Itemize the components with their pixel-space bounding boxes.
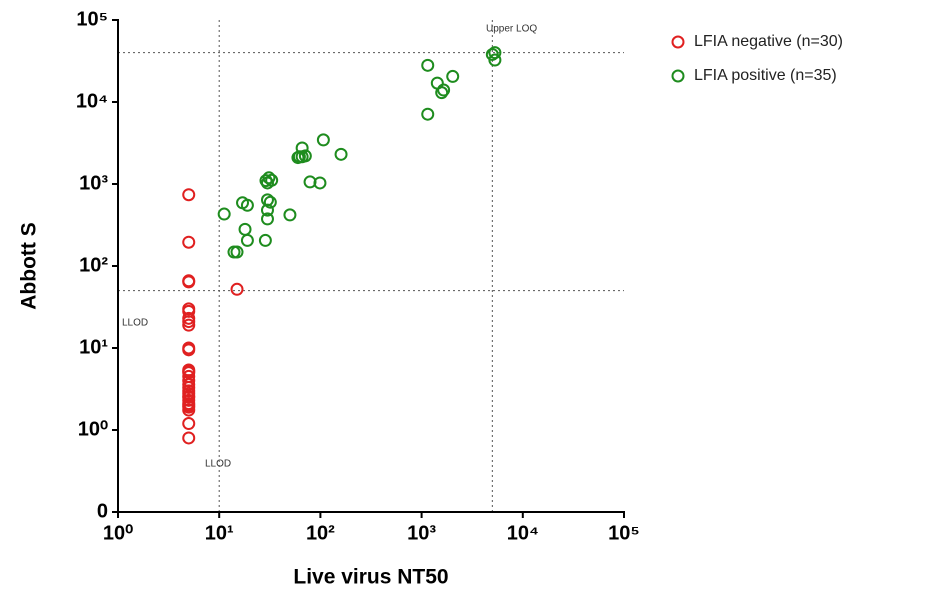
point bbox=[291, 151, 305, 165]
point bbox=[316, 133, 330, 147]
x-tick-label: 10⁴ bbox=[507, 522, 539, 544]
y-tick-label: 10⁰ bbox=[78, 418, 108, 440]
point bbox=[182, 343, 196, 357]
point bbox=[262, 171, 276, 185]
point bbox=[334, 147, 348, 161]
point bbox=[488, 46, 502, 60]
x-tick-label: 10⁰ bbox=[103, 522, 133, 544]
x-tick-label: 10⁵ bbox=[608, 522, 640, 544]
point bbox=[421, 58, 435, 72]
point bbox=[240, 198, 254, 212]
y-tick-label: 10² bbox=[79, 254, 108, 276]
point bbox=[182, 315, 196, 329]
point bbox=[313, 176, 327, 190]
point bbox=[238, 222, 252, 236]
x-axis-title: Live virus NT50 bbox=[293, 566, 448, 589]
x-tick-label: 10² bbox=[306, 522, 335, 544]
point bbox=[260, 212, 274, 226]
legend-marker bbox=[671, 69, 685, 83]
y-axis-title: Abbott S bbox=[18, 222, 41, 309]
point bbox=[182, 235, 196, 249]
y-tick-label: 0 bbox=[97, 500, 108, 522]
point bbox=[182, 318, 196, 332]
x-tick-label: 10¹ bbox=[205, 522, 234, 544]
point bbox=[182, 400, 196, 414]
point bbox=[182, 431, 196, 445]
point bbox=[217, 207, 231, 221]
point bbox=[265, 173, 279, 187]
point bbox=[446, 69, 460, 83]
point bbox=[230, 282, 244, 296]
point bbox=[435, 86, 449, 100]
legend-marker bbox=[671, 35, 685, 49]
annotation: LLOD bbox=[205, 459, 231, 470]
point bbox=[182, 397, 196, 411]
point bbox=[485, 47, 499, 61]
point bbox=[240, 233, 254, 247]
y-tick-label: 10³ bbox=[79, 172, 108, 194]
point bbox=[182, 188, 196, 202]
point bbox=[283, 208, 297, 222]
point bbox=[298, 149, 312, 163]
point bbox=[258, 233, 272, 247]
point bbox=[263, 195, 277, 209]
point bbox=[259, 174, 273, 188]
point bbox=[260, 203, 274, 217]
point bbox=[182, 417, 196, 431]
annotation: Upper LOQ bbox=[486, 24, 537, 35]
point bbox=[182, 364, 196, 378]
annotation: LLOD bbox=[122, 318, 148, 329]
x-tick-label: 10³ bbox=[407, 522, 436, 544]
y-tick-label: 10⁴ bbox=[76, 90, 108, 112]
y-tick-label: 10⁵ bbox=[76, 8, 108, 30]
y-tick-label: 10¹ bbox=[79, 336, 108, 358]
legend-label: LFIA positive (n=35) bbox=[694, 67, 837, 84]
point bbox=[230, 245, 244, 259]
point bbox=[182, 275, 196, 289]
point bbox=[437, 83, 451, 97]
point bbox=[421, 107, 435, 121]
legend-label: LFIA negative (n=30) bbox=[694, 33, 843, 50]
